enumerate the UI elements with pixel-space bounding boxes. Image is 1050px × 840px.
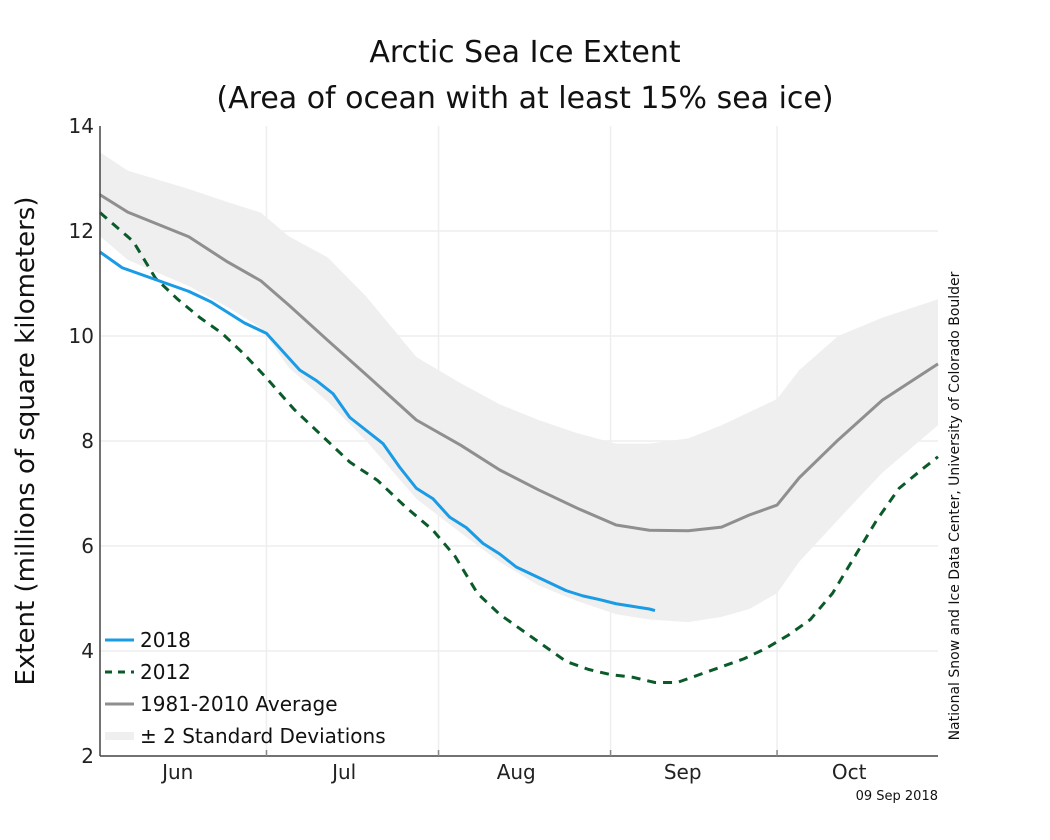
legend-label: ± 2 Standard Deviations [140,724,386,748]
y-tick-label: 14 [69,114,94,138]
std-dev-band [100,152,938,623]
series-line-2018 [99,250,656,613]
y-tick-label: 8 [81,429,94,453]
credit-annotation: National Snow and Ice Data Center, Unive… [947,271,963,740]
legend-item: 2018 [105,628,191,652]
x-tick-labels: Jun Jul Aug Sep Oct [160,760,867,784]
axes [99,126,938,757]
series-line-average [99,193,939,533]
y-tick-label: 10 [69,324,94,348]
legend-item: 2012 [105,660,191,684]
chart-title: Arctic Sea Ice Extent [369,35,681,70]
y-tick-label: 6 [81,534,94,558]
x-tick-label: Sep [664,760,702,784]
legend-label: 2012 [140,660,191,684]
legend: 2018 2012 1981-2010 Average ± 2 Standard De… [105,628,386,748]
x-tick-label: Jun [160,760,193,784]
legend-label: 2018 [140,628,191,652]
y-tick-label: 4 [81,639,94,663]
series-layer [99,193,939,684]
std-dev-band-layer [100,152,938,623]
series-line-2012 [99,211,939,684]
y-tick-label: 12 [69,219,94,243]
x-tick-label: Jul [330,760,356,784]
x-tick-label: Aug [497,760,536,784]
x-tick-label: Oct [832,760,867,784]
chart-subtitle: (Area of ocean with at least 15% sea ice… [216,81,833,116]
legend-label: 1981-2010 Average [140,692,338,716]
date-annotation: 09 Sep 2018 [856,789,938,804]
legend-item: 1981-2010 Average [105,692,338,716]
y-tick-label: 2 [81,744,94,768]
y-axis-label: Extent (millions of square kilometers) [11,197,41,686]
legend-item: ± 2 Standard Deviations [105,724,386,748]
y-tick-labels: 2 4 6 8 10 12 14 [69,114,94,768]
